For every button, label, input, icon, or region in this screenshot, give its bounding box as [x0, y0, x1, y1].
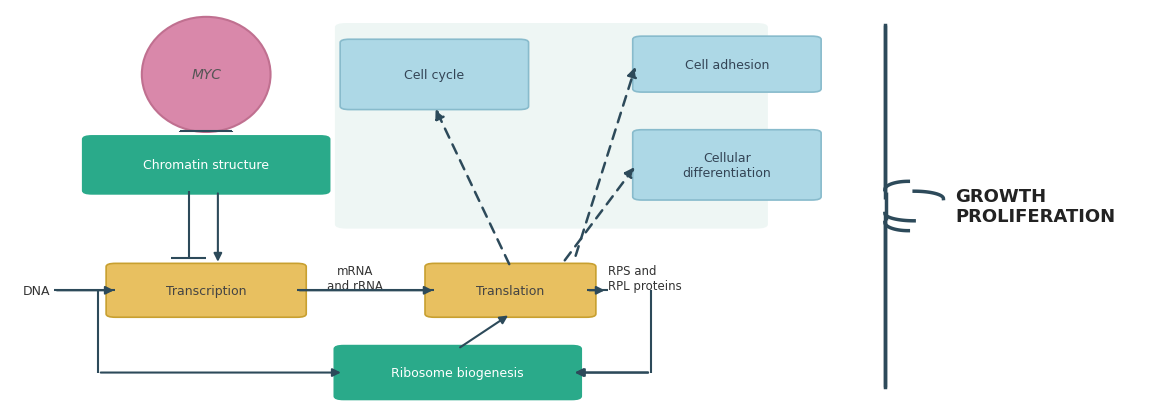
Text: RPS and
RPL proteins: RPS and RPL proteins	[608, 264, 682, 292]
FancyBboxPatch shape	[83, 137, 330, 195]
Text: Chromatin structure: Chromatin structure	[143, 159, 269, 172]
FancyBboxPatch shape	[335, 24, 768, 229]
Text: mRNA
and rRNA: mRNA and rRNA	[327, 264, 382, 292]
Text: Cell cycle: Cell cycle	[405, 69, 465, 82]
Text: Transcription: Transcription	[165, 284, 246, 297]
Text: MYC: MYC	[191, 68, 222, 82]
Text: Cell adhesion: Cell adhesion	[685, 59, 769, 71]
FancyBboxPatch shape	[106, 264, 306, 318]
Text: DNA: DNA	[22, 284, 50, 297]
FancyBboxPatch shape	[632, 131, 821, 201]
Text: Cellular
differentiation: Cellular differentiation	[683, 152, 772, 179]
Text: GROWTH
PROLIFERATION: GROWTH PROLIFERATION	[955, 187, 1116, 226]
FancyBboxPatch shape	[632, 37, 821, 93]
FancyBboxPatch shape	[334, 346, 582, 399]
Text: Translation: Translation	[476, 284, 544, 297]
FancyBboxPatch shape	[340, 40, 529, 110]
Ellipse shape	[142, 18, 271, 133]
FancyBboxPatch shape	[425, 264, 596, 318]
Text: Ribosome biogenesis: Ribosome biogenesis	[392, 366, 524, 379]
